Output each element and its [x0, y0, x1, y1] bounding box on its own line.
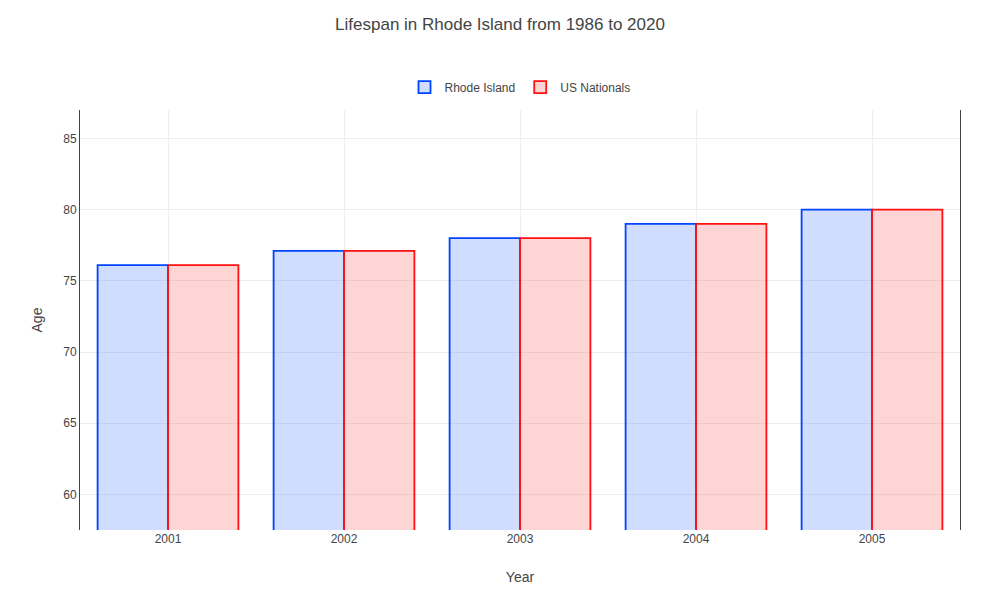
svg-text:65: 65	[63, 416, 77, 430]
svg-text:2005: 2005	[859, 532, 886, 546]
svg-text:Lifespan in Rhode Island from: Lifespan in Rhode Island from 1986 to 20…	[335, 15, 665, 34]
svg-text:60: 60	[63, 488, 77, 502]
svg-text:75: 75	[63, 274, 77, 288]
svg-text:2003: 2003	[507, 532, 534, 546]
svg-text:US Nationals: US Nationals	[560, 81, 630, 95]
svg-text:80: 80	[63, 203, 77, 217]
svg-text:2004: 2004	[683, 532, 710, 546]
svg-text:Age: Age	[29, 307, 45, 332]
svg-text:Year: Year	[506, 569, 535, 585]
svg-text:70: 70	[63, 345, 77, 359]
svg-text:2002: 2002	[331, 532, 358, 546]
svg-text:85: 85	[63, 132, 77, 146]
svg-text:2001: 2001	[155, 532, 182, 546]
svg-text:Rhode Island: Rhode Island	[445, 81, 516, 95]
